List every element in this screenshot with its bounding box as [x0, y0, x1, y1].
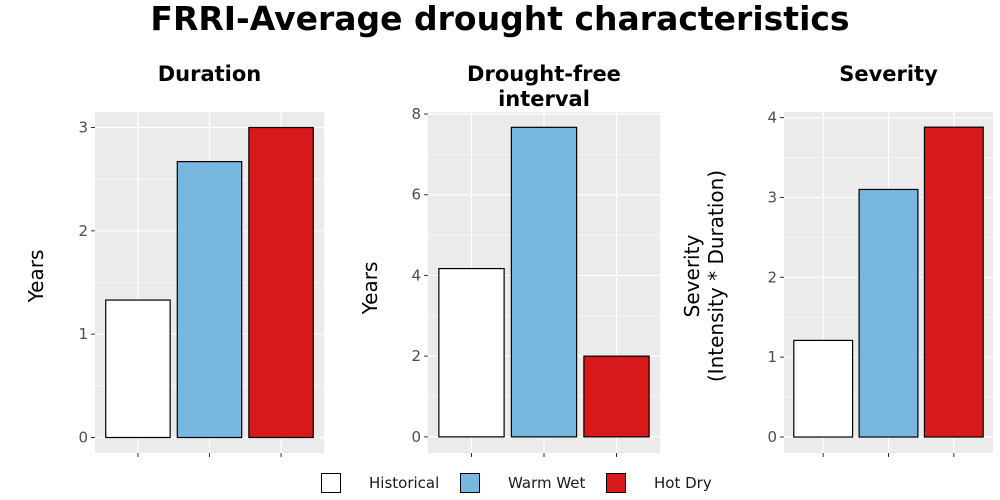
panel-2-bar-hot-dry: [583, 355, 650, 438]
panel-2-bar-warm-wet: [510, 126, 578, 438]
panel-1-bar-historical: [105, 299, 171, 439]
panel-1-y-tick-label: 3: [78, 119, 88, 137]
main-title: FRRI-Average drought characteristics: [150, 0, 850, 38]
panel-3-y-tick-label: 2: [767, 268, 777, 286]
legend-label-hot-dry: Hot Dry: [654, 474, 712, 492]
panel-3-y-tick-label: 1: [767, 348, 777, 366]
panel-1-bar-hot-dry: [248, 126, 314, 439]
legend-item-warm-wet: Warm Wet: [460, 472, 585, 494]
panel-2-y-tick-label: 4: [411, 266, 421, 284]
panel-2-y-tick-label: 0: [411, 428, 421, 446]
panel-3-y-tick-label: 4: [767, 109, 777, 127]
panel-2-y-tick-label: 6: [411, 186, 421, 204]
legend-key-warm-wet: [460, 473, 480, 493]
panel-2-title: interval: [498, 87, 590, 111]
panel-3-title: Severity: [839, 62, 938, 86]
panel-1-title: Duration: [158, 62, 262, 86]
panel-1-bar-warm-wet: [176, 161, 243, 439]
legend-key-historical: [321, 473, 341, 493]
legend: Historical Warm Wet Hot Dry: [0, 468, 1000, 498]
panel-2-y-tick-label: 8: [411, 105, 421, 123]
legend-label-historical: Historical: [369, 474, 440, 492]
panel-3-y-tick-label: 0: [767, 428, 777, 446]
panel-3-bar-hot-dry: [923, 126, 984, 438]
legend-key-hot-dry: [606, 473, 626, 493]
panel-1-y-axis-label: Years: [24, 250, 48, 304]
panel-2-title: Drought-free: [467, 62, 621, 86]
panel-3-y-tick-label: 3: [767, 188, 777, 206]
panel-3-bar-warm-wet: [858, 188, 919, 438]
panel-1-y-tick-label: 2: [78, 222, 88, 240]
panel-3-y-axis-label: Severity: [680, 235, 704, 318]
panel-3-bar-historical: [793, 339, 854, 438]
panel-2-y-tick-label: 2: [411, 347, 421, 365]
legend-item-hot-dry: Hot Dry: [606, 472, 712, 494]
panel-1-y-tick-label: 0: [78, 429, 88, 447]
panel-3-y-axis-label: (Intensity * Duration): [704, 170, 728, 382]
legend-label-warm-wet: Warm Wet: [508, 474, 586, 492]
panel-2-bar-historical: [438, 267, 505, 438]
panel-1-y-tick-label: 1: [78, 325, 88, 343]
legend-item-historical: Historical: [321, 472, 439, 494]
panel-2-y-axis-label: Years: [358, 262, 382, 316]
charts-area: 0 1 2 3 Duration Years 0 2 4 6 8 Drought-freeinterv…: [24, 62, 993, 457]
